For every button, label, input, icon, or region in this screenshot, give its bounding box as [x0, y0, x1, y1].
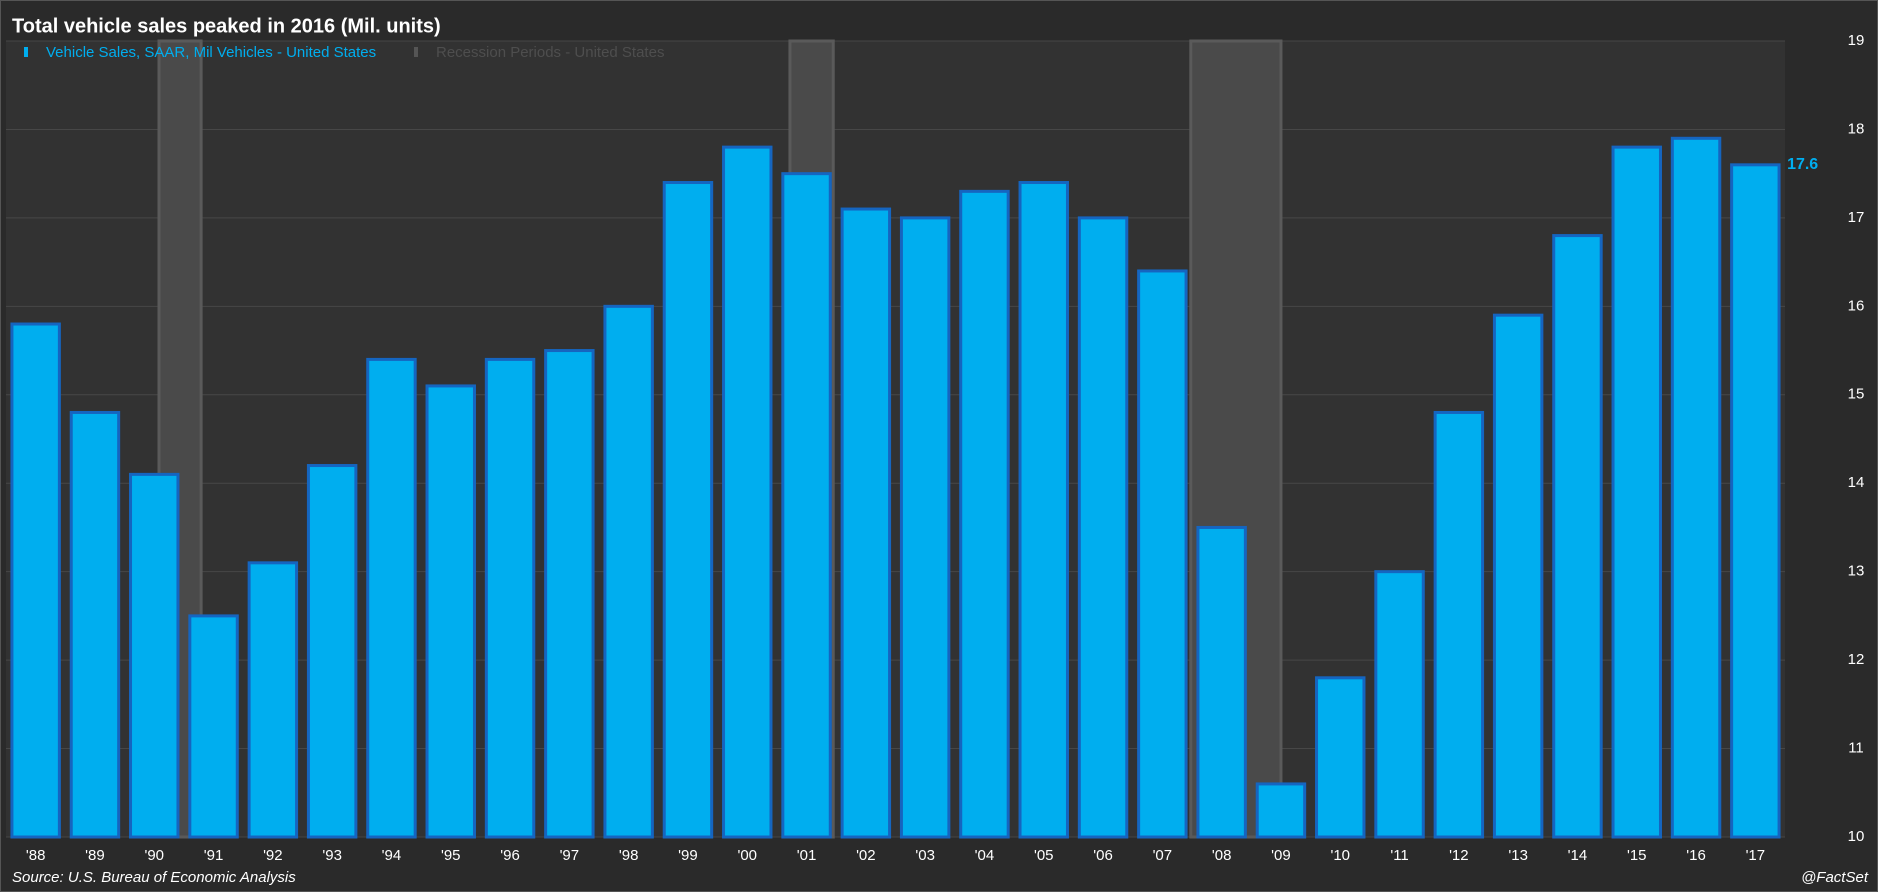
- bar: [129, 472, 180, 839]
- x-tick-label: '16: [1686, 847, 1706, 864]
- bar: [1196, 525, 1247, 839]
- value-label: 17.6: [1787, 156, 1818, 173]
- bar: [306, 464, 358, 839]
- bar: [247, 561, 299, 839]
- y-tick-label: 17: [1848, 209, 1865, 226]
- bar: [840, 207, 892, 839]
- bar: [1255, 782, 1307, 839]
- x-tick-label: '94: [382, 847, 402, 864]
- bar: [366, 357, 417, 839]
- plot-area: [6, 41, 1785, 837]
- x-tick-label: '96: [500, 847, 520, 864]
- x-tick-label: '15: [1627, 847, 1647, 864]
- legend-swatch: [414, 47, 418, 57]
- x-tick-label: '17: [1746, 847, 1766, 864]
- x-tick-label: '13: [1508, 847, 1528, 864]
- x-tick-label: '05: [1034, 847, 1054, 864]
- bar: [662, 181, 714, 839]
- bar: [484, 357, 536, 839]
- x-tick-label: '97: [560, 847, 580, 864]
- bar: [1611, 145, 1662, 839]
- x-tick-label: '98: [619, 847, 639, 864]
- y-tick-label: 15: [1848, 386, 1865, 403]
- legend-label: Vehicle Sales, SAAR, Mil Vehicles - Unit…: [46, 44, 376, 61]
- bar: [1018, 181, 1069, 839]
- bar: [722, 145, 773, 839]
- x-tick-label: '04: [975, 847, 995, 864]
- bar: [959, 189, 1010, 839]
- x-tick-label: '93: [322, 847, 342, 864]
- x-tick-label: '90: [144, 847, 164, 864]
- y-tick-label: 14: [1848, 474, 1865, 491]
- bar: [544, 349, 595, 839]
- y-tick-label: 10: [1848, 828, 1865, 845]
- bar: [188, 614, 239, 839]
- bar: [899, 216, 951, 839]
- bar: [1492, 313, 1544, 839]
- bar: [781, 172, 832, 839]
- bar: [1137, 269, 1188, 839]
- credit: @FactSet: [1801, 869, 1869, 886]
- bar: [1552, 234, 1603, 839]
- x-tick-label: '03: [915, 847, 935, 864]
- x-tick-label: '11: [1390, 847, 1408, 864]
- x-tick-label: '02: [856, 847, 876, 864]
- x-tick-label: '07: [1153, 847, 1173, 864]
- bar: [1374, 570, 1425, 839]
- x-tick-label: '88: [26, 847, 46, 864]
- x-tick-label: '91: [204, 847, 224, 864]
- x-tick-label: '99: [678, 847, 698, 864]
- y-tick-label: 11: [1848, 740, 1864, 757]
- bar: [425, 384, 476, 839]
- x-tick-label: '01: [797, 847, 817, 864]
- bar: [1730, 163, 1781, 839]
- legend-label: Recession Periods - United States: [436, 44, 664, 61]
- bar: [10, 322, 61, 839]
- x-tick-label: '08: [1212, 847, 1232, 864]
- x-tick-label: '06: [1093, 847, 1113, 864]
- bar: [1077, 216, 1129, 839]
- y-tick-label: 12: [1848, 651, 1865, 668]
- x-tick-label: '09: [1271, 847, 1291, 864]
- bar: [1670, 136, 1722, 839]
- x-tick-label: '14: [1568, 847, 1588, 864]
- x-tick-label: '10: [1330, 847, 1350, 864]
- x-tick-label: '89: [85, 847, 105, 864]
- legend-swatch: [24, 47, 28, 57]
- x-tick-label: '00: [737, 847, 757, 864]
- x-tick-label: '12: [1449, 847, 1469, 864]
- y-tick-label: 19: [1848, 32, 1865, 49]
- bar: [1315, 676, 1366, 839]
- bar: [69, 410, 121, 839]
- y-tick-label: 16: [1848, 297, 1865, 314]
- y-tick-label: 18: [1848, 120, 1865, 137]
- bar: [603, 304, 654, 839]
- chart-title: Total vehicle sales peaked in 2016 (Mil.…: [12, 15, 441, 37]
- source: Source: U.S. Bureau of Economic Analysis: [12, 869, 296, 886]
- y-tick-label: 13: [1848, 563, 1865, 580]
- x-tick-label: '95: [441, 847, 461, 864]
- bar: [1433, 410, 1485, 839]
- x-tick-label: '92: [263, 847, 283, 864]
